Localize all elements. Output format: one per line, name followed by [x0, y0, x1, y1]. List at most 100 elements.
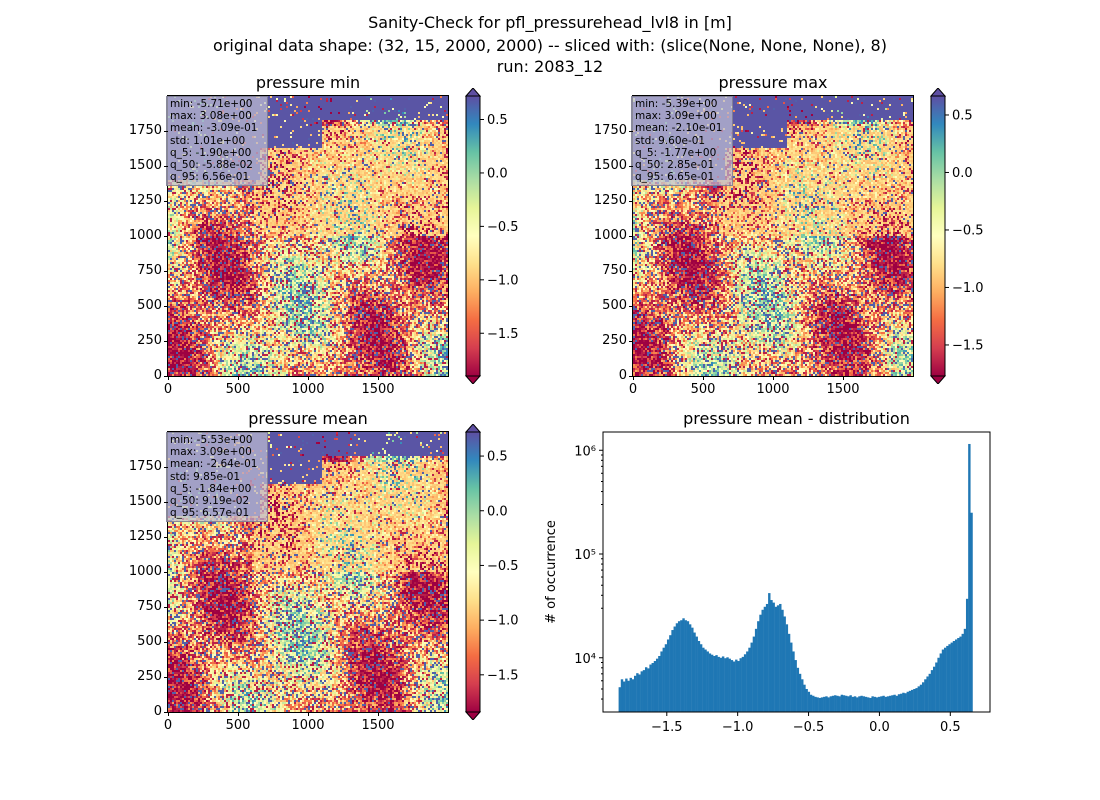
histogram-bar: [878, 696, 881, 712]
histogram-bar: [796, 667, 800, 712]
histogram-bar: [842, 695, 846, 712]
y-tick-mark: [164, 130, 168, 132]
y-tick-mark: [629, 305, 633, 307]
colorbar-tick-label: −0.5: [487, 220, 519, 235]
histogram-bar: [737, 661, 740, 712]
histogram-bar: [620, 679, 624, 712]
colorbar-gradient: [465, 431, 481, 713]
histogram-bar: [706, 651, 709, 712]
y-tick-label: 500: [137, 298, 162, 313]
y-tick-label: 1250: [128, 193, 162, 208]
stat-line: std: 9.60e-01: [635, 134, 706, 147]
histogram-bar: [770, 600, 773, 712]
y-tick-mark: [164, 676, 168, 678]
histogram-bar: [807, 691, 811, 712]
y-tick-label: 750: [602, 263, 627, 278]
histogram-bar: [636, 673, 639, 712]
histogram-bar: [895, 695, 899, 712]
histogram-bar: [926, 676, 929, 712]
histogram-bar: [924, 679, 927, 712]
histogram-bar: [937, 657, 940, 712]
x-tick-label: 1000: [756, 382, 790, 397]
x-tick-mark: [772, 376, 774, 380]
histogram-bar: [741, 656, 745, 712]
y-tick-label: 1000: [593, 228, 627, 243]
x-tick-mark: [167, 376, 169, 380]
histogram-bar: [954, 639, 958, 712]
histogram-bar: [794, 660, 797, 712]
y-tick-label: 750: [137, 263, 162, 278]
colorbar-tick-label: −1.0: [487, 273, 519, 288]
x-tick-mark: [237, 376, 239, 380]
x-tick-label: 500: [225, 718, 251, 733]
colorbar-extend-max: [464, 88, 482, 97]
y-tick-mark: [164, 270, 168, 272]
histogram-bar: [818, 697, 822, 712]
histogram-bar: [906, 691, 910, 712]
y-tick-mark: [164, 711, 168, 713]
stats-box-pressure-max: min: -5.39e+00 max: 3.09e+00 mean: -2.10…: [631, 96, 733, 186]
x-tick-mark: [702, 376, 704, 380]
histogram-bar: [774, 606, 778, 712]
colorbar-tick-label: −0.5: [952, 223, 984, 238]
histogram-bar: [754, 628, 758, 712]
stat-line: q_5: -1.90e+00: [170, 146, 252, 159]
y-axis-label: # of occurrence: [544, 520, 559, 624]
histogram-bar: [779, 603, 782, 712]
histogram-bar: [860, 695, 863, 712]
histogram-bar: [724, 658, 727, 712]
y-tick-label: 1750: [128, 123, 162, 138]
histogram-bar: [719, 657, 723, 712]
histogram-bar: [622, 681, 626, 712]
x-tick-mark: [307, 376, 309, 380]
y-tick-label: 0: [153, 368, 162, 383]
y-tick-label: 10⁶: [574, 444, 596, 459]
histogram-bar: [752, 636, 756, 712]
colorbar-extend-max: [464, 424, 482, 433]
histogram-bar: [761, 609, 764, 712]
y-tick-mark: [164, 466, 168, 468]
x-tick-label: 1500: [361, 718, 395, 733]
colorbar-extend-min: [464, 711, 482, 720]
histogram-bar: [882, 695, 885, 712]
histogram-bar: [746, 651, 749, 712]
colorbar-extend-max: [929, 88, 947, 97]
histogram-bar: [886, 696, 890, 712]
y-tick-label: 250: [602, 333, 627, 348]
x-tick-mark: [167, 712, 169, 716]
stat-line: q_5: -1.77e+00: [635, 146, 717, 159]
y-tick-mark: [164, 606, 168, 608]
histogram-bar: [871, 696, 874, 712]
histogram-bar: [750, 642, 753, 712]
y-tick-mark: [164, 501, 168, 503]
stat-line: max: 3.09e+00: [635, 110, 717, 123]
histogram-bar: [847, 696, 850, 712]
histogram-bar: [631, 679, 635, 712]
histogram-bar: [803, 684, 806, 712]
y-tick-mark: [629, 235, 633, 237]
histogram-bar: [809, 694, 813, 712]
x-tick-label: 0.0: [869, 720, 890, 735]
histogram-bar: [836, 695, 839, 712]
histogram-bar: [735, 659, 738, 712]
histogram-bar: [763, 606, 767, 712]
colorbar-tick-label: 0.0: [487, 504, 508, 519]
y-tick-mark: [629, 200, 633, 202]
histogram-bar: [957, 638, 960, 712]
stat-line: q_5: -1.84e+00: [170, 482, 252, 495]
x-tick-mark: [842, 376, 844, 380]
y-tick-label: 0: [153, 704, 162, 719]
histogram-bar: [952, 641, 956, 712]
histogram-bar: [959, 636, 962, 712]
histogram-bar: [633, 675, 637, 712]
stat-line: std: 9.85e-01: [170, 470, 241, 483]
histogram-bar: [851, 696, 855, 712]
histogram-bar: [743, 654, 747, 712]
histogram-bar: [697, 641, 701, 712]
histogram-bar: [693, 632, 696, 712]
y-tick-mark: [164, 340, 168, 342]
histogram-bar: [717, 656, 720, 712]
x-tick-mark: [377, 712, 379, 716]
stat-line: mean: -2.10e-01: [635, 122, 723, 135]
y-tick-label: 500: [137, 634, 162, 649]
